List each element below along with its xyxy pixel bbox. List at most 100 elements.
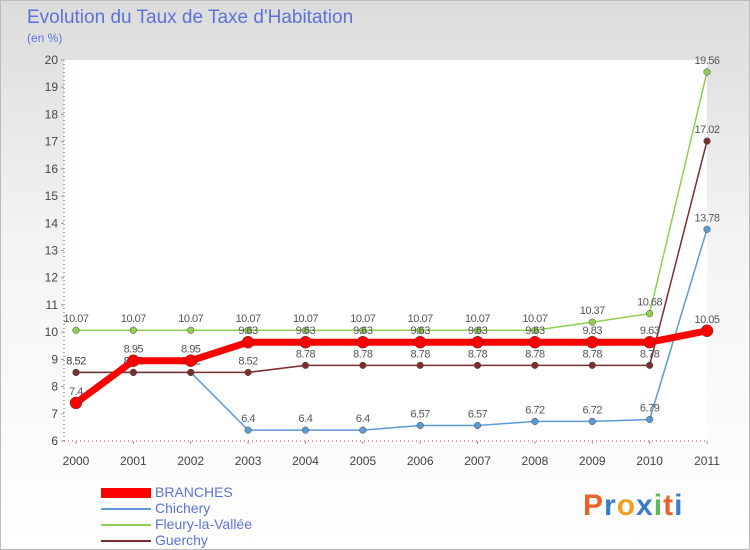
- data-point-chichery: [588, 417, 596, 425]
- data-label-branches: 10.05: [694, 314, 719, 326]
- data-point-branches: [184, 354, 197, 367]
- data-point-branches: [127, 354, 140, 367]
- y-axis-unit: (en %): [27, 31, 63, 45]
- data-point-branches: [413, 335, 427, 349]
- data-label-branches: 9.63: [640, 325, 660, 337]
- data-point-chichery: [531, 417, 539, 425]
- data-label-guerchy: 8.52: [238, 355, 258, 367]
- y-tick-label: 18: [45, 107, 59, 121]
- data-point-guerchy: [129, 368, 137, 376]
- legend-label: Chichery: [155, 500, 211, 516]
- y-tick-label: 13: [45, 244, 59, 258]
- logo-letter: t: [663, 489, 675, 522]
- data-point-chichery: [703, 225, 711, 233]
- legend-swatch-guerchy: [101, 540, 151, 542]
- y-tick-label: 6: [51, 434, 58, 448]
- y-tick-label: 15: [45, 189, 59, 203]
- data-label-branches: 8.95: [124, 344, 144, 356]
- plot-area: [64, 60, 707, 441]
- y-tick-label: 17: [45, 135, 59, 149]
- data-point-guerchy: [588, 361, 596, 369]
- data-label-fleury-la-vall-e: 10.37: [580, 305, 605, 317]
- data-point-fleury-la-vall-e: [129, 326, 137, 334]
- legend-label: Fleury-la-Vallée: [155, 516, 252, 532]
- data-label-fleury-la-vall-e: 10.07: [236, 313, 261, 325]
- chart-title: Evolution du Taux de Taxe d'Habitation: [27, 7, 354, 28]
- x-tick-label: 2002: [177, 454, 204, 468]
- data-label-guerchy: 8.78: [296, 348, 316, 360]
- y-tick-label: 19: [45, 80, 59, 94]
- y-tick-label: 16: [45, 162, 59, 176]
- y-tick-label: 10: [45, 325, 59, 339]
- x-tick-label: 2009: [579, 454, 606, 468]
- data-point-branches: [241, 335, 255, 349]
- data-label-guerchy: 8.78: [353, 348, 373, 360]
- data-label-guerchy: 8.52: [66, 355, 86, 367]
- data-label-branches: 9.63: [525, 325, 545, 337]
- data-label-chichery: 6.4: [241, 413, 255, 425]
- legend-swatch-fleury: [101, 524, 151, 526]
- y-tick-label: 20: [45, 53, 59, 67]
- data-label-branches: 9.63: [468, 325, 488, 337]
- data-point-chichery: [359, 426, 367, 434]
- y-tick-label: 14: [45, 216, 59, 230]
- data-label-guerchy: 8.78: [583, 348, 603, 360]
- data-point-fleury-la-vall-e: [187, 326, 195, 334]
- proxiti-logo: Proxiti: [583, 489, 683, 523]
- x-tick-label: 2007: [464, 454, 491, 468]
- data-label-fleury-la-vall-e: 10.07: [522, 313, 547, 325]
- y-tick-label: 7: [51, 407, 58, 421]
- logo-letter: r: [604, 489, 617, 522]
- logo-letter: x: [636, 489, 654, 522]
- series-line-guerchy: [75, 140, 708, 374]
- logo-letter: i: [653, 489, 664, 522]
- data-label-fleury-la-vall-e: 10.07: [408, 313, 433, 325]
- y-tick-label: 8: [51, 380, 58, 394]
- y-tick-label: 11: [46, 298, 59, 312]
- data-point-guerchy: [416, 361, 424, 369]
- data-point-fleury-la-vall-e: [72, 326, 80, 334]
- data-point-branches: [356, 335, 370, 349]
- data-point-branches: [700, 324, 714, 338]
- series-line-branches: [72, 327, 711, 407]
- data-point-fleury-la-vall-e: [703, 68, 711, 76]
- data-point-branches: [299, 335, 312, 349]
- data-label-chichery: 6.4: [356, 413, 370, 425]
- data-point-guerchy: [187, 368, 195, 376]
- data-point-branches: [471, 335, 484, 349]
- logo-letter: i: [674, 489, 684, 522]
- data-point-guerchy: [703, 137, 711, 145]
- data-point-chichery: [244, 426, 252, 434]
- data-label-guerchy: 8.78: [410, 348, 430, 360]
- data-label-guerchy: 17.02: [694, 124, 719, 136]
- x-tick-label: 2005: [349, 454, 376, 468]
- data-point-guerchy: [301, 361, 310, 369]
- x-tick-label: 2011: [694, 454, 720, 468]
- data-label-branches: 9.83: [583, 325, 603, 337]
- data-point-branches: [69, 396, 83, 410]
- data-label-fleury-la-vall-e: 10.07: [121, 313, 146, 325]
- data-point-chichery: [473, 421, 482, 430]
- data-point-fleury-la-vall-e: [531, 326, 539, 334]
- data-point-fleury-la-vall-e: [646, 310, 654, 318]
- data-label-chichery: 6.79: [640, 403, 660, 415]
- data-label-fleury-la-vall-e: 10.68: [637, 297, 662, 309]
- data-label-branches: 9.63: [353, 325, 373, 337]
- legend-swatch-branches: [101, 488, 151, 498]
- data-point-guerchy: [531, 361, 539, 369]
- legend-label: Guerchy: [155, 532, 208, 548]
- data-point-guerchy: [359, 361, 367, 369]
- data-label-branches: 9.63: [410, 325, 430, 337]
- data-label-branches: 9.63: [238, 325, 258, 337]
- data-point-branches: [643, 335, 656, 349]
- data-label-fleury-la-vall-e: 10.07: [350, 313, 375, 325]
- data-point-guerchy: [72, 368, 80, 376]
- data-label-fleury-la-vall-e: 10.07: [63, 313, 88, 325]
- logo-letter: P: [583, 489, 605, 522]
- data-point-fleury-la-vall-e: [359, 326, 367, 334]
- x-tick-label: 2006: [407, 454, 434, 468]
- data-label-guerchy: 8.78: [525, 348, 545, 360]
- data-label-chichery: 6.57: [468, 408, 488, 420]
- x-tick-label: 2008: [522, 454, 549, 468]
- x-tick-label: 2001: [120, 454, 147, 468]
